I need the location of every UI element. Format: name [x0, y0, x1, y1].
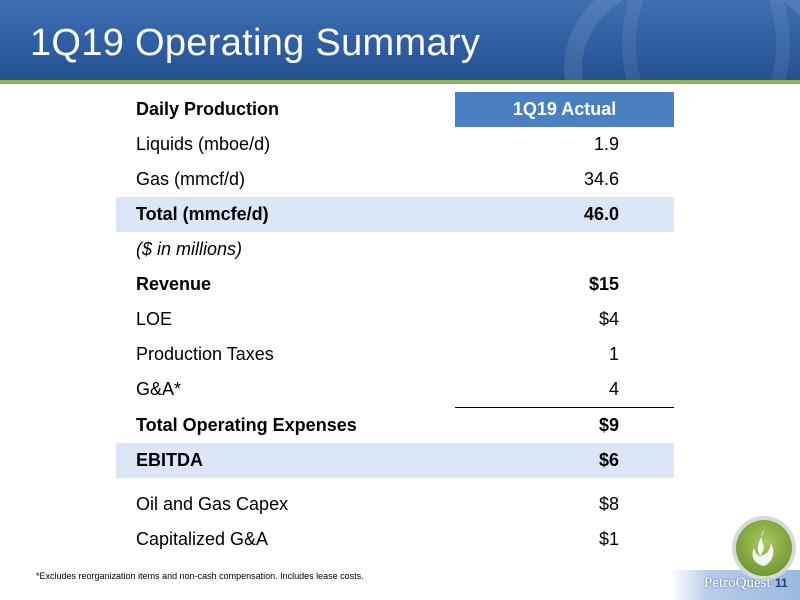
- table-spacer: [116, 478, 674, 487]
- table-row: Oil and Gas Capex $8: [116, 487, 674, 522]
- table-row-units-note: ($ in millions): [116, 232, 674, 267]
- table-row: LOE $4: [116, 302, 674, 337]
- brand-name: PetroQuest: [704, 575, 771, 591]
- table-row-ebitda: EBITDA $6: [116, 443, 674, 478]
- footer-brand-bar: [670, 570, 800, 600]
- table-row: Gas (mmcf/d) 34.6: [116, 162, 674, 197]
- table-row-total: Total Operating Expenses $9: [116, 407, 674, 443]
- table-row-value: 4: [608, 379, 619, 399]
- table-row-value: 46.0: [455, 197, 674, 232]
- table-row-label: ($ in millions): [136, 239, 243, 259]
- table-row-value: $6: [455, 443, 674, 478]
- table-row-label: LOE: [136, 309, 173, 329]
- table-row-value: $4: [598, 309, 619, 329]
- table-row-label: Total (mmcfe/d): [116, 197, 456, 232]
- operating-summary-table: Daily Production 1Q19 Actual Liquids (mb…: [116, 92, 674, 557]
- table-row-label: Daily Production: [136, 99, 280, 119]
- table-row-label: Gas (mmcf/d): [136, 169, 246, 189]
- banner-swoosh-decoration: [622, 0, 790, 80]
- table-row-value: $15: [588, 274, 619, 294]
- table-row-label: Revenue: [136, 274, 212, 294]
- table-row-value: $1: [598, 529, 619, 549]
- title-banner: 1Q19 Operating Summary: [0, 0, 800, 80]
- table-row: G&A* 4: [116, 372, 674, 408]
- flame-logo-icon: [736, 520, 792, 576]
- table-row: Production Taxes 1: [116, 337, 674, 372]
- table-row-value: 1: [608, 344, 619, 364]
- table-row-value: [455, 232, 674, 267]
- table-row-label: Liquids (mboe/d): [136, 134, 271, 154]
- table-row-label: Total Operating Expenses: [136, 414, 357, 435]
- column-header: 1Q19 Actual: [455, 92, 674, 127]
- table-row-label: Capitalized G&A: [136, 529, 269, 549]
- table-row: Liquids (mboe/d) 1.9: [116, 127, 674, 162]
- page-number: 11: [775, 576, 788, 590]
- page-title: 1Q19 Operating Summary: [30, 22, 481, 64]
- table-header-row: Daily Production 1Q19 Actual: [116, 92, 674, 127]
- table-row-label: Production Taxes: [136, 344, 274, 364]
- table-row: Capitalized G&A $1: [116, 522, 674, 557]
- table-row-label: Oil and Gas Capex: [136, 494, 289, 514]
- footnote: *Excludes reorganization items and non-c…: [36, 571, 364, 581]
- table-row-value: $8: [598, 494, 619, 514]
- table-row-value: $9: [455, 407, 674, 443]
- table-row-label: G&A*: [136, 379, 182, 400]
- table-row-value: 1.9: [593, 134, 619, 154]
- table-row-total: Total (mmcfe/d) 46.0: [116, 197, 674, 232]
- table-row: Revenue $15: [116, 267, 674, 302]
- header-divider: [0, 80, 800, 84]
- table-row-label: EBITDA: [116, 443, 456, 478]
- table-row-value: 34.6: [583, 169, 619, 189]
